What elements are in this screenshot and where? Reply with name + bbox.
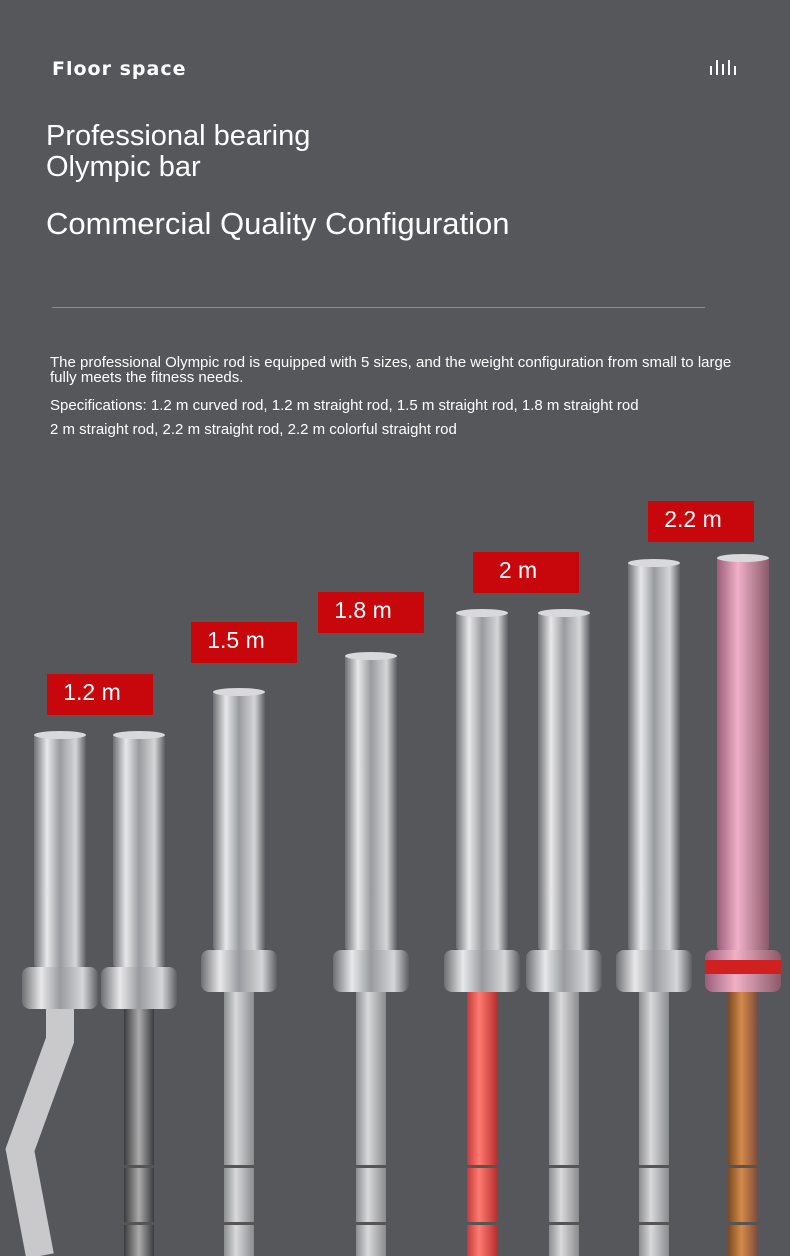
bar-sleeve (538, 611, 590, 950)
bar-shaft (224, 990, 254, 1256)
size-label: 1.8 m (334, 597, 392, 623)
bar-collar (22, 967, 98, 1009)
bar-collar (333, 950, 409, 992)
sleeve-end (345, 652, 397, 660)
size-badge (648, 501, 754, 542)
size-label: 2.2 m (664, 506, 722, 532)
bar-shaft (639, 990, 669, 1256)
bar-groove (356, 1165, 386, 1168)
description: The professional Olympic rod is equipped… (50, 354, 732, 386)
bar-groove (728, 1165, 758, 1168)
collar-ring (705, 960, 781, 974)
bar-sleeve (213, 690, 265, 950)
size-badge (47, 674, 153, 715)
bar-shaft (5, 1007, 74, 1256)
sleeve-end (213, 688, 265, 696)
headline-line: Professional bearing (46, 120, 311, 152)
sleeve-end (538, 609, 590, 617)
bar-shaft (728, 990, 758, 1256)
size-label: 2 m (499, 557, 537, 583)
bar-groove (467, 1165, 497, 1168)
bar-groove (549, 1165, 579, 1168)
bar-groove (124, 1165, 154, 1168)
bar-sleeve (456, 611, 508, 950)
headline: Professional bearing Olympic bar (46, 121, 310, 183)
specifications: 2 m straight rod, 2.2 m straight rod, 2.… (50, 421, 457, 438)
bar-collar (101, 967, 177, 1009)
subheadline: Commercial Quality Configuration (46, 206, 510, 241)
bar-collar (616, 950, 692, 992)
bar-sleeve (345, 654, 397, 950)
bar-sleeve (113, 733, 165, 967)
sleeve-end (628, 559, 680, 567)
bar-groove (639, 1165, 669, 1168)
bar-shaft (467, 990, 497, 1256)
bar-collar (201, 950, 277, 992)
bar-shaft (549, 990, 579, 1256)
size-badge (191, 622, 297, 663)
size-label: 1.5 m (207, 627, 265, 653)
brand-title: Floor space (52, 58, 187, 80)
size-label: 1.2 m (63, 679, 121, 705)
bar-groove (124, 1222, 154, 1225)
sleeve-end (717, 554, 769, 562)
bar-sleeve (34, 733, 86, 967)
menu-icon[interactable] (710, 60, 736, 75)
sleeve-end (34, 731, 86, 739)
bar-groove (467, 1222, 497, 1225)
size-badge (318, 592, 424, 633)
bar-collar (526, 950, 602, 992)
size-badge (473, 552, 579, 593)
bar-groove (224, 1165, 254, 1168)
bar-groove (639, 1222, 669, 1225)
specifications: Specifications: 1.2 m curved rod, 1.2 m … (50, 397, 639, 414)
bar-groove (549, 1222, 579, 1225)
headline-line: Olympic bar (46, 151, 201, 183)
bar-sleeve (628, 561, 680, 950)
sleeve-end (456, 609, 508, 617)
bar-collar (444, 950, 520, 992)
bar-sleeve (717, 556, 769, 950)
bar-groove (356, 1222, 386, 1225)
bar-shaft (124, 1007, 154, 1256)
divider (52, 307, 705, 308)
bar-groove (224, 1222, 254, 1225)
bar-shaft (356, 990, 386, 1256)
sleeve-end (113, 731, 165, 739)
bar-groove (728, 1222, 758, 1225)
